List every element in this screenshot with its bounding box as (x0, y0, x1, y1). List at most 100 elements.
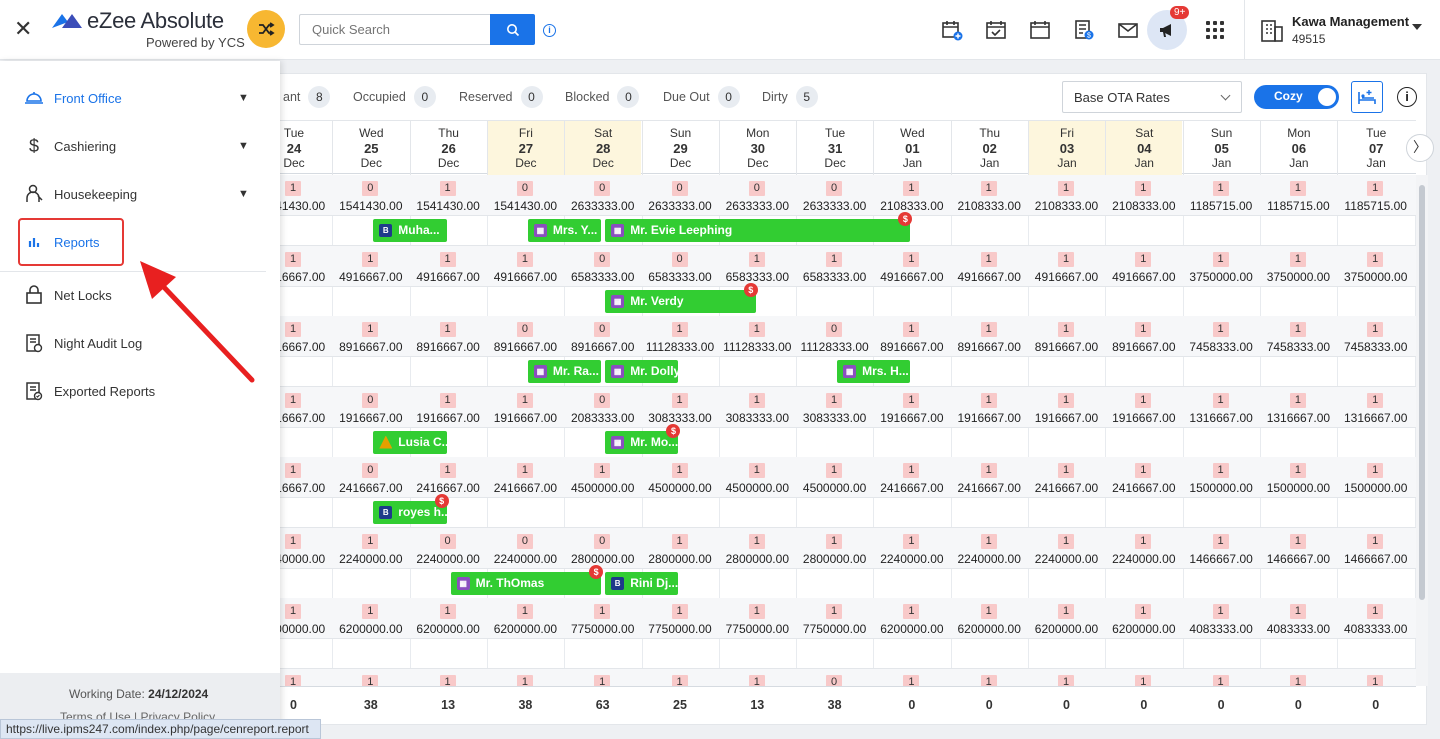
availability-cell[interactable]: 1 6200000.00 (332, 598, 409, 639)
availability-cell[interactable]: 1 7750000.00 (796, 598, 873, 639)
stat-dirty[interactable]: Dirty 5 (762, 86, 818, 108)
availability-cell[interactable]: 1 1500000.00 (1183, 457, 1260, 498)
availability-cell[interactable]: 1 (487, 669, 564, 686)
checked-calendar-icon[interactable] (984, 18, 1008, 42)
availability-cell[interactable]: 0 1541430.00 (332, 175, 409, 216)
reservation-bar[interactable]: ▦ Mr. Ra... (527, 360, 602, 383)
availability-cell[interactable]: 0 6583333.00 (564, 246, 641, 287)
availability-cell[interactable]: 1 2108333.00 (1028, 175, 1105, 216)
availability-cell[interactable]: 1 8916667.00 (1105, 316, 1182, 357)
reservation-bar[interactable]: Lusia C... (373, 430, 452, 454)
availability-cell[interactable]: 1 (1105, 669, 1182, 686)
sidebar-item-front-office[interactable]: Front Office ▼ (0, 76, 266, 120)
rate-plan-select[interactable]: Base OTA Rates (1062, 81, 1242, 113)
availability-cell[interactable]: 1 1316667.00 (1260, 387, 1337, 428)
availability-cell[interactable]: 1 7750000.00 (564, 598, 641, 639)
availability-cell[interactable]: 1 1916667.00 (410, 387, 487, 428)
availability-cell[interactable]: 1 3083333.00 (796, 387, 873, 428)
availability-cell[interactable]: 0 2240000.00 (487, 528, 564, 569)
availability-cell[interactable]: 1 3083333.00 (642, 387, 719, 428)
availability-cell[interactable]: 1 (951, 669, 1028, 686)
availability-cell[interactable]: 1 2416667.00 (951, 457, 1028, 498)
availability-cell[interactable]: 0 1541430.00 (487, 175, 564, 216)
close-menu-icon[interactable]: ✕ (14, 16, 33, 41)
calendar-icon[interactable] (1028, 18, 1052, 42)
availability-cell[interactable]: 1 7750000.00 (719, 598, 796, 639)
quick-search-input[interactable] (299, 14, 490, 45)
reservation-bar[interactable]: ▦ Mr. Verdy $ (605, 282, 758, 313)
availability-cell[interactable]: 1 6200000.00 (410, 598, 487, 639)
availability-cell[interactable]: 1 1466667.00 (1337, 528, 1414, 569)
availability-cell[interactable]: 1 (1260, 669, 1337, 686)
availability-cell[interactable]: 0 2633333.00 (719, 175, 796, 216)
next-dates-button[interactable]: 〉 (1406, 134, 1434, 162)
availability-cell[interactable]: 1 7458333.00 (1183, 316, 1260, 357)
reservation-bar[interactable]: ▦ Mr. ThOmas $ (450, 564, 604, 595)
availability-cell[interactable]: 1 (1183, 669, 1260, 686)
availability-cell[interactable]: 1 2416667.00 (1028, 457, 1105, 498)
availability-cell[interactable]: 1 (410, 669, 487, 686)
stat-occupied[interactable]: Occupied 0 (353, 86, 436, 108)
availability-cell[interactable]: 0 2416667.00 (332, 457, 409, 498)
reservation-bar[interactable]: B Rini Dj... (605, 571, 679, 595)
availability-cell[interactable]: 1 1916667.00 (487, 387, 564, 428)
availability-cell[interactable]: 1 8916667.00 (873, 316, 950, 357)
availability-cell[interactable]: 1 1466667.00 (1260, 528, 1337, 569)
availability-cell[interactable]: 1 1916667.00 (873, 387, 950, 428)
info-icon[interactable]: i (1397, 87, 1417, 107)
availability-cell[interactable]: 1 1500000.00 (1260, 457, 1337, 498)
availability-cell[interactable]: 1 8916667.00 (1028, 316, 1105, 357)
availability-cell[interactable]: 1 3750000.00 (1183, 246, 1260, 287)
availability-cell[interactable]: 1 8916667.00 (332, 316, 409, 357)
availability-cell[interactable]: 1 7458333.00 (1337, 316, 1414, 357)
availability-cell[interactable]: 1 4916667.00 (487, 246, 564, 287)
availability-cell[interactable]: 0 (796, 669, 873, 686)
availability-cell[interactable]: 1 (1028, 669, 1105, 686)
availability-cell[interactable]: 1 (332, 669, 409, 686)
availability-cell[interactable]: 1 4500000.00 (642, 457, 719, 498)
reservation-bar[interactable]: ▦ Mr. Dolly (605, 360, 680, 383)
sidebar-item-night-audit-log[interactable]: Night Audit Log (0, 321, 266, 365)
availability-cell[interactable]: 1 (719, 669, 796, 686)
availability-cell[interactable]: 0 8916667.00 (564, 316, 641, 357)
availability-cell[interactable]: 1 2800000.00 (796, 528, 873, 569)
availability-cell[interactable]: 1 1185715.00 (1337, 175, 1414, 216)
stat-blocked[interactable]: Blocked 0 (565, 86, 640, 108)
availability-cell[interactable]: 1 2240000.00 (873, 528, 950, 569)
availability-cell[interactable]: 1 4500000.00 (719, 457, 796, 498)
availability-cell[interactable]: 1 2416667.00 (1105, 457, 1182, 498)
availability-cell[interactable]: 1 11128333.00 (719, 316, 796, 357)
availability-cell[interactable]: 1 1541430.00 (410, 175, 487, 216)
availability-cell[interactable]: 0 6583333.00 (642, 246, 719, 287)
chevron-down-icon[interactable] (1412, 24, 1422, 30)
availability-cell[interactable]: 1 7750000.00 (642, 598, 719, 639)
stat-reserved[interactable]: Reserved 0 (459, 86, 543, 108)
info-icon[interactable]: i (543, 24, 556, 37)
availability-cell[interactable]: 1 2416667.00 (410, 457, 487, 498)
add-room-button[interactable] (1351, 81, 1383, 113)
availability-cell[interactable]: 1 8916667.00 (951, 316, 1028, 357)
availability-cell[interactable]: 1 3750000.00 (1260, 246, 1337, 287)
availability-cell[interactable]: 1 3750000.00 (1337, 246, 1414, 287)
availability-cell[interactable]: 0 2633333.00 (564, 175, 641, 216)
availability-cell[interactable]: 1 2416667.00 (873, 457, 950, 498)
availability-cell[interactable]: 1 1500000.00 (1337, 457, 1414, 498)
availability-cell[interactable]: 1 (642, 669, 719, 686)
reservation-bar[interactable]: B Muha... (373, 219, 447, 242)
availability-cell[interactable]: 0 1916667.00 (332, 387, 409, 428)
availability-cell[interactable]: 1 (255, 669, 332, 686)
availability-cell[interactable]: 1 4500000.00 (796, 457, 873, 498)
invoice-dollar-icon[interactable]: $ (1072, 18, 1096, 42)
availability-cell[interactable]: 1 2800000.00 (642, 528, 719, 569)
availability-cell[interactable]: 0 2633333.00 (642, 175, 719, 216)
property-name[interactable]: Kawa Management (1292, 14, 1410, 29)
availability-cell[interactable]: 1 (564, 669, 641, 686)
availability-cell[interactable]: 1 1466667.00 (1183, 528, 1260, 569)
availability-cell[interactable]: 1 4083333.00 (1337, 598, 1414, 639)
availability-cell[interactable]: 1 6200000.00 (951, 598, 1028, 639)
availability-cell[interactable]: 1 1916667.00 (1105, 387, 1182, 428)
sidebar-item-housekeeping[interactable]: Housekeeping ▼ (0, 172, 266, 216)
availability-cell[interactable]: 1 4916667.00 (332, 246, 409, 287)
availability-cell[interactable]: 1 2108333.00 (1105, 175, 1182, 216)
